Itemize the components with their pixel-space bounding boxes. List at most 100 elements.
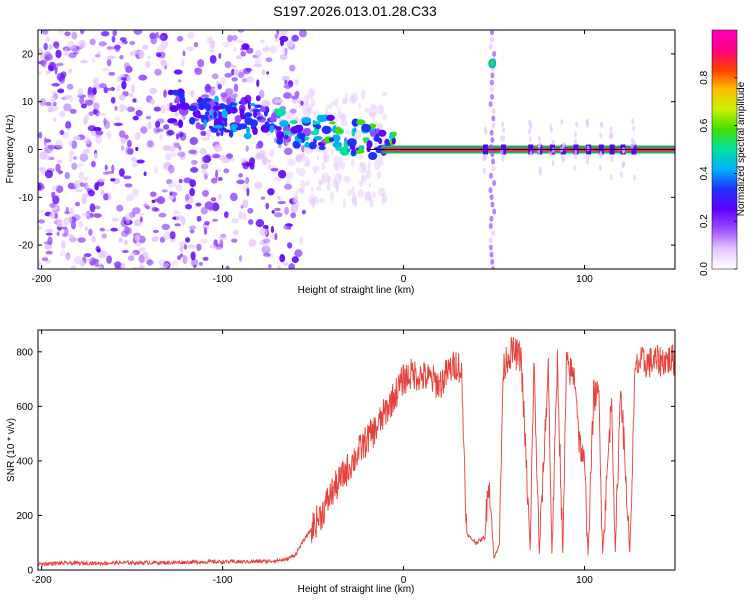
noise-blob [121,145,125,151]
echo-blob [366,140,373,149]
echo-blob [221,109,228,119]
noise-blob [103,86,109,94]
spectrogram-x-ticks: -200 -100 0 100 [32,30,593,285]
dropout-streak [600,121,604,128]
noise-blob [129,252,138,256]
echo-blob [353,127,357,133]
noise-blob [343,175,351,183]
noise-blob [237,30,245,33]
echo-blob [328,137,335,142]
noise-blob [260,196,266,200]
streak-blob [490,72,495,79]
noise-blob [340,119,348,127]
noise-blob [111,164,115,173]
noise-blob [187,244,196,249]
noise-blob [217,177,223,181]
noise-blob [129,51,136,56]
noise-blob [38,182,42,191]
noise-blob [276,30,280,35]
noise-blob [295,154,303,163]
noise-blob [48,44,53,51]
spike-core [490,60,495,67]
noise-blob [79,153,89,162]
noise-blob [219,239,224,248]
noise-blob [172,210,181,215]
noise-blob [184,193,190,201]
echo-blob [264,121,270,128]
noise-blob [52,195,60,205]
noise-blob [256,79,260,87]
noise-blob [359,153,364,160]
noise-blob [199,147,207,155]
dropout-streak [560,118,564,125]
noise-blob [138,212,145,216]
dropout-streak [574,149,578,156]
noise-blob [208,49,216,53]
noise-blob [94,205,101,210]
noise-blob [332,163,339,169]
noise-blob [121,262,125,269]
noise-blob [175,133,180,140]
noise-blob [89,203,96,213]
noise-blob [156,53,162,58]
noise-blob [68,68,72,74]
colorbar-tick-label: 0.4 [699,166,710,180]
noise-blob [106,59,112,67]
noise-blob [139,253,143,263]
noise-blob [259,239,267,246]
noise-blob [89,93,96,102]
noise-blob [233,83,239,93]
noise-blob [83,117,88,125]
noise-blob [106,55,116,60]
noise-blob [166,179,173,185]
streak-blob [490,258,495,265]
y-tick-label: 20 [22,49,34,60]
noise-blob [274,232,278,241]
noise-blob [170,151,177,158]
noise-blob [169,231,176,240]
noise-blob [94,182,99,191]
x-tick-label: 100 [576,274,593,285]
noise-blob [230,157,235,163]
noise-blob [218,235,227,241]
noise-blob [78,221,84,228]
snr-x-label: Height of straight line (km) [298,584,415,595]
dropout-streak [586,145,590,152]
noise-blob [98,178,106,183]
noise-blob [153,106,161,112]
noise-blob [190,258,199,267]
noise-blob [279,54,288,61]
noise-blob [82,176,89,182]
dropout-streak [573,131,577,138]
noise-blob [322,173,325,181]
noise-blob [378,151,382,161]
noise-blob [168,164,175,174]
noise-blob [124,62,130,69]
noise-blob [83,253,92,258]
noise-blob [215,243,220,248]
noise-blob [99,227,106,232]
noise-blob [118,94,126,101]
noise-blob [38,70,43,75]
streak-blob [488,43,493,50]
echo-blob [205,103,211,112]
noise-blob [57,88,65,94]
noise-blob [361,89,366,100]
noise-blob [204,201,214,210]
noise-blob [269,45,278,54]
noise-blob [338,174,342,179]
noise-blob [376,171,382,179]
dropout-streak [527,119,531,126]
noise-blob [91,236,96,243]
noise-blob [145,115,152,120]
dropout-streak [610,156,614,163]
streak-blob [488,172,493,179]
noise-blob [190,167,199,173]
noise-blob [131,162,139,168]
noise-blob [181,58,185,68]
noise-blob [95,135,102,144]
noise-blob [206,129,211,138]
noise-blob [123,175,132,180]
noise-blob [326,104,333,110]
noise-blob [248,219,254,225]
